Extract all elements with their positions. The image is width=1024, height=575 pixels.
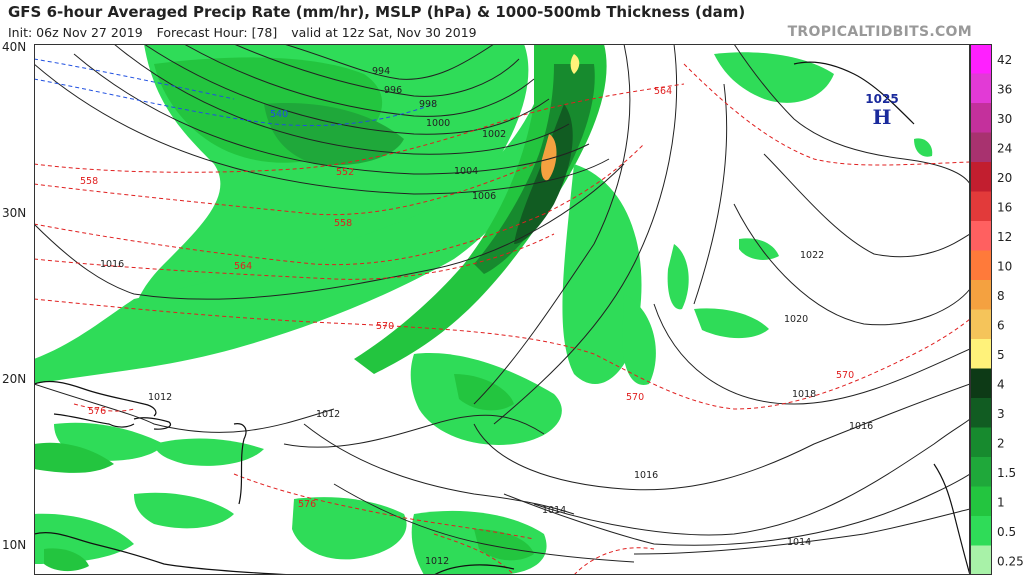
pressure-label: 998 xyxy=(419,99,437,110)
colorbar-label: 36 xyxy=(997,83,1012,97)
thickness-label: 570 xyxy=(836,370,854,381)
colorbar-swatch xyxy=(970,368,992,399)
pressure-label: 1012 xyxy=(148,392,172,403)
init-time: Init: 06z Nov 27 2019 xyxy=(8,25,143,40)
lat-label-40n: 40N xyxy=(2,40,27,54)
colorbar-swatch xyxy=(970,398,992,428)
lat-label-10n: 10N xyxy=(2,538,27,552)
colorbar-swatch xyxy=(970,339,992,369)
pressure-label: 1014 xyxy=(542,505,566,516)
colorbar-swatch xyxy=(970,221,992,251)
colorbar-label: 42 xyxy=(997,53,1012,67)
colorbar-label: 5 xyxy=(997,348,1005,362)
colorbar-label: 8 xyxy=(997,289,1005,303)
colorbar-swatch xyxy=(970,73,992,104)
high-center-letter: H xyxy=(873,105,892,129)
colorbar-swatch xyxy=(970,516,992,546)
weather-map: 994 996 998 1000 1002 1004 1006 1016 101… xyxy=(34,44,970,575)
high-center-value: 1025 xyxy=(865,92,898,106)
colorbar-label: 2 xyxy=(997,437,1005,451)
colorbar-swatch xyxy=(970,545,992,575)
colorbar-label: 0.5 xyxy=(997,525,1016,539)
thickness-contours xyxy=(34,58,970,575)
thickness-label: 558 xyxy=(334,218,352,229)
pressure-label: 1004 xyxy=(454,166,478,177)
coastlines xyxy=(34,61,970,575)
pressure-label: 1016 xyxy=(634,470,658,481)
brand-watermark[interactable]: TROPICALTIDBITS.COM xyxy=(787,24,972,40)
colorbar-label: 20 xyxy=(997,171,1012,185)
pressure-label: 996 xyxy=(384,85,402,96)
colorbar-swatch xyxy=(970,280,992,310)
colorbar-label: 0.25 xyxy=(997,555,1024,569)
thickness-label: 558 xyxy=(80,176,98,187)
colorbar-label: 16 xyxy=(997,201,1012,215)
colorbar-label: 12 xyxy=(997,230,1012,244)
colorbar-swatch xyxy=(970,486,992,517)
colorbar-label: 1 xyxy=(997,496,1005,510)
map-subtitle: Init: 06z Nov 27 2019 Forecast Hour: [78… xyxy=(8,25,487,40)
thickness-label: 570 xyxy=(626,392,644,403)
pressure-label: 1020 xyxy=(784,314,808,325)
pressure-label: 1002 xyxy=(482,129,506,140)
pressure-label: 1018 xyxy=(792,389,816,400)
colorbar-label: 6 xyxy=(997,319,1005,333)
thickness-label: 552 xyxy=(336,167,354,178)
thickness-label: 576 xyxy=(88,406,106,417)
lat-label-20n: 20N xyxy=(2,372,27,386)
colorbar-swatch xyxy=(970,44,992,74)
pressure-label: 1012 xyxy=(316,409,340,420)
valid-time: valid at 12z Sat, Nov 30 2019 xyxy=(291,25,477,40)
pressure-label: 1014 xyxy=(787,537,811,548)
colorbar-swatch xyxy=(970,427,992,458)
colorbar-swatch xyxy=(970,250,992,281)
colorbar-swatch xyxy=(970,162,992,192)
thickness-label: 570 xyxy=(376,321,394,332)
pressure-label: 1022 xyxy=(800,250,824,261)
precip-field xyxy=(34,44,933,575)
pressure-label: 1000 xyxy=(426,118,450,129)
colorbar-swatch xyxy=(970,457,992,487)
colorbar-label: 4 xyxy=(997,378,1005,392)
colorbar-label: 3 xyxy=(997,407,1005,421)
header: GFS 6-hour Averaged Precip Rate (mm/hr),… xyxy=(0,0,1024,44)
colorbar-swatch xyxy=(970,103,992,133)
lat-label-30n: 30N xyxy=(2,206,27,220)
pressure-label: 1006 xyxy=(472,191,496,202)
high-pressure-center: 1025 H xyxy=(865,92,898,129)
pressure-label-group: 994 996 998 1000 1002 1004 1006 1016 101… xyxy=(100,66,873,567)
colorbar-label: 10 xyxy=(997,260,1012,274)
pressure-label: 994 xyxy=(372,66,390,77)
thickness-label: 564 xyxy=(654,86,672,97)
thickness-label: 576 xyxy=(298,499,316,510)
colorbar-label: 1.5 xyxy=(997,466,1016,480)
thickness-label-group: 540 552 558 558 564 564 570 570 570 576 … xyxy=(80,86,854,510)
mslp-contours xyxy=(34,44,970,563)
forecast-hour: Forecast Hour: [78] xyxy=(156,25,278,40)
map-title: GFS 6-hour Averaged Precip Rate (mm/hr),… xyxy=(8,3,746,21)
pressure-label: 1012 xyxy=(425,556,449,567)
pressure-label: 1016 xyxy=(100,259,124,270)
thickness-label: 564 xyxy=(234,261,252,272)
colorbar-label: 24 xyxy=(997,142,1012,156)
colorbar-swatch xyxy=(970,132,992,163)
precip-colorbar: 42 36 30 24 20 16 12 10 8 6 5 4 3 2 1.5 1 0.5 0.25 xyxy=(970,44,1024,575)
colorbar-swatch xyxy=(970,191,992,222)
colorbar-swatch xyxy=(970,309,992,340)
pressure-label: 1016 xyxy=(849,421,873,432)
colorbar-label: 30 xyxy=(997,112,1012,126)
thickness-label: 540 xyxy=(270,109,288,120)
